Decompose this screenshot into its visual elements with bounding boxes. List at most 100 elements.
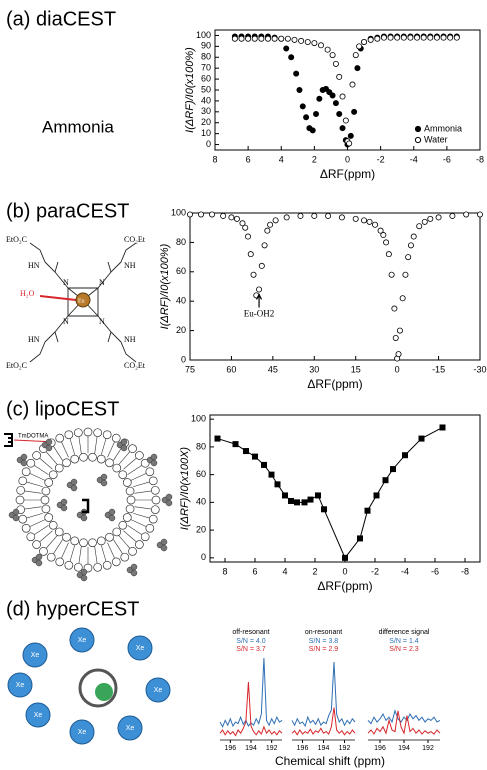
x-tick-label: -4 (410, 154, 418, 164)
lipid-head (21, 467, 31, 477)
spectrum-line (367, 709, 441, 725)
xe-sphere (7, 672, 33, 698)
lipid-head (62, 532, 71, 542)
point (209, 211, 216, 218)
point (390, 466, 396, 473)
x-tick-label: 60 (226, 364, 236, 374)
y-tick-label: 30 (201, 106, 211, 116)
point (315, 492, 321, 499)
xe-label: Xe (78, 729, 87, 736)
lipid-head (118, 520, 128, 530)
lipid-head (122, 513, 132, 522)
lipid-head (93, 428, 103, 438)
lipid-head (96, 454, 106, 464)
panel-label: (b) paraCEST (6, 200, 129, 222)
point (233, 215, 240, 222)
lipid-head (54, 463, 64, 473)
point (416, 223, 423, 230)
molecule-dot (165, 499, 173, 507)
lipid-tail (100, 438, 107, 455)
tag-icon (4, 433, 13, 447)
molecule-dot (20, 453, 28, 461)
point (405, 254, 412, 261)
point (372, 221, 379, 228)
lipid-tail (39, 530, 53, 543)
x-tick-label: 8 (212, 154, 217, 164)
point (232, 441, 239, 448)
x-tick-label: 192 (339, 745, 351, 752)
lipid-tail (24, 506, 42, 510)
x-tick-label: 194 (318, 745, 330, 752)
point (400, 34, 407, 41)
atom-label: CO₂Et (124, 361, 146, 370)
legend-marker (414, 136, 422, 144)
lipid-tail (134, 490, 152, 494)
lipid-tail (123, 457, 137, 470)
point (407, 34, 414, 41)
molecule-dot (130, 569, 138, 577)
y-tick-label: 100 (171, 207, 186, 217)
lipid-head (93, 562, 103, 572)
caption: Ammonia (42, 117, 114, 136)
point (392, 334, 399, 341)
cage-xe (95, 683, 113, 701)
lipid-head (16, 485, 26, 495)
point (357, 535, 363, 542)
point (453, 34, 460, 41)
point (347, 132, 354, 139)
point (374, 35, 381, 42)
atom-label: NH (124, 335, 136, 344)
panel-label: (a) diaCEST (6, 8, 116, 30)
plot-frame (189, 212, 481, 361)
point (264, 35, 271, 42)
x-tick-label: 0 (345, 154, 350, 164)
plot-frame (209, 414, 481, 563)
x-tick-label: 4 (279, 154, 284, 164)
lipid-tail (118, 451, 131, 465)
point (391, 305, 398, 312)
lipid-head (148, 514, 158, 524)
lipid-tail (127, 525, 143, 535)
x-tick-label: 4 (282, 566, 287, 576)
molecule-dot (60, 498, 68, 506)
point (439, 424, 446, 431)
point (420, 34, 427, 41)
point (309, 127, 316, 134)
lipid-head (128, 444, 137, 453)
point (427, 215, 434, 222)
lipid-head (83, 427, 93, 437)
point (316, 95, 323, 102)
point (394, 34, 401, 41)
x-tick-label: -2 (377, 154, 385, 164)
molecule-dot (12, 514, 20, 522)
x-tick-label: 192 (422, 745, 434, 752)
point (463, 211, 470, 218)
x-tick-label: 45 (268, 364, 278, 374)
lipid-head (120, 552, 130, 562)
y-tick-label: 70 (201, 63, 211, 73)
lipid-head (140, 532, 150, 542)
y-axis-label: I(ΔRF)/I0(x100%) (159, 243, 171, 329)
point (418, 435, 425, 442)
point (447, 34, 454, 41)
point (238, 35, 245, 42)
point (382, 477, 389, 484)
point (373, 492, 380, 499)
x-tick-label: -8 (476, 154, 484, 164)
lipid-tail (100, 545, 107, 562)
x-axis-label: ΔRF(ppm) (307, 377, 362, 391)
eu-atom (75, 292, 91, 308)
lipid-tail (45, 535, 58, 549)
lipid-tail (33, 465, 49, 475)
y-tick-label: 60 (176, 266, 186, 276)
point (311, 40, 318, 47)
x-axis-label: ΔRF(ppm) (317, 579, 372, 593)
point (349, 81, 356, 88)
lipid-head (41, 486, 51, 496)
lipid-tail (113, 539, 123, 555)
lipid-tail (130, 519, 147, 527)
lipid-head (105, 532, 114, 542)
lipid-head (79, 538, 88, 548)
point (402, 452, 408, 459)
